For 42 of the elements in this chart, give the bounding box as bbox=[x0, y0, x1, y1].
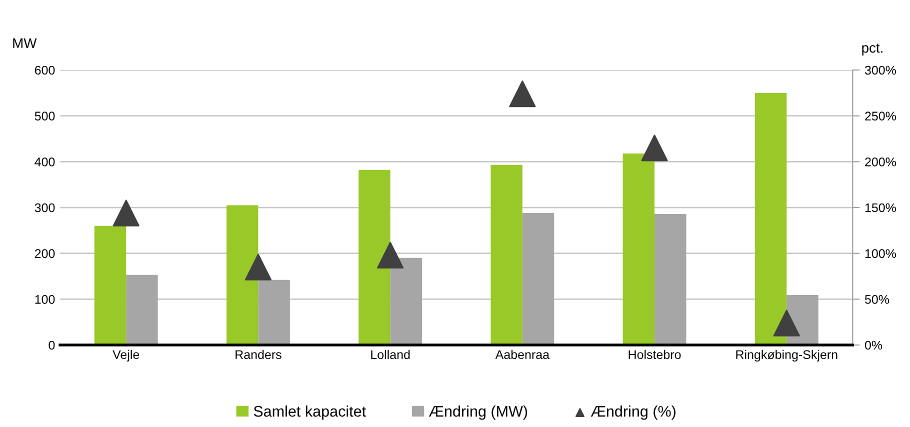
x-tick-label: Lolland bbox=[371, 350, 410, 360]
bar bbox=[258, 280, 290, 346]
y2-tick-label: 0% bbox=[864, 340, 882, 350]
y2-tick-label: 300% bbox=[864, 66, 896, 75]
point bbox=[377, 242, 404, 268]
y-tick-label: 300 bbox=[34, 203, 55, 212]
x-tick-label: Ringkøbing-Skjern bbox=[736, 350, 838, 362]
bar bbox=[358, 170, 390, 346]
point bbox=[773, 310, 800, 336]
legend-label: Ændring (MW) bbox=[428, 406, 528, 420]
bar bbox=[390, 258, 422, 346]
y-axis-title: MW bbox=[13, 38, 37, 48]
bar bbox=[490, 164, 522, 346]
y2-tick-label: 100% bbox=[865, 249, 896, 258]
x-tick-label: Randers bbox=[236, 350, 282, 360]
legend-label: Samlet kapacitet bbox=[254, 406, 366, 420]
x-tick-label: Holstebro bbox=[628, 350, 681, 360]
y2-tick-label: 150% bbox=[865, 203, 896, 212]
y-tick-label: 100 bbox=[35, 294, 55, 304]
x-tick-label: Vejle bbox=[112, 350, 140, 362]
y-tick-label: 0 bbox=[48, 340, 55, 350]
bar bbox=[126, 274, 158, 346]
point bbox=[641, 134, 668, 162]
y2-tick-label: 200% bbox=[865, 157, 896, 166]
point bbox=[509, 80, 536, 108]
bar bbox=[754, 92, 787, 346]
y2-tick-label: 50% bbox=[864, 294, 890, 304]
x-tick-label: Aabenraa bbox=[495, 350, 550, 360]
y-tick-label: 500 bbox=[34, 112, 55, 121]
bar bbox=[622, 153, 655, 346]
bar bbox=[654, 214, 686, 346]
point bbox=[244, 254, 272, 280]
bar bbox=[94, 226, 126, 346]
y2-axis-title: pct. bbox=[862, 44, 882, 56]
bar bbox=[522, 213, 554, 346]
y-tick-label: 600 bbox=[34, 66, 55, 75]
y2-tick-label: 250% bbox=[865, 112, 896, 121]
bar bbox=[226, 205, 258, 346]
y-tick-label: 200 bbox=[34, 249, 55, 258]
y-tick-label: 400 bbox=[34, 157, 55, 166]
point bbox=[112, 200, 140, 226]
legend-label: Ændring (%) bbox=[590, 406, 676, 420]
